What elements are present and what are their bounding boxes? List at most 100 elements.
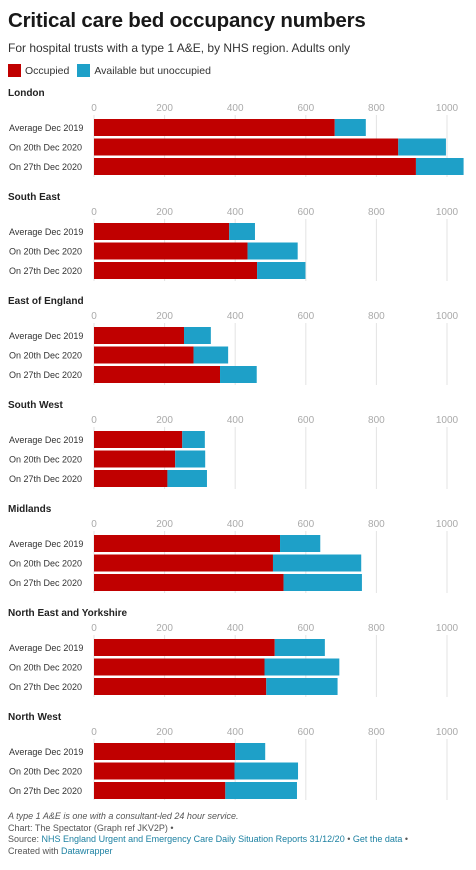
x-tick-label: 400 — [227, 727, 244, 738]
separator: • — [344, 834, 353, 844]
bar-occupied — [94, 639, 275, 656]
bar-unoccupied — [175, 450, 206, 468]
x-tick-label: 800 — [368, 727, 385, 738]
source-prefix: Source: — [8, 834, 42, 844]
chart-credit: Chart: The Spectator (Graph ref JKV2P) • — [8, 822, 174, 833]
x-tick-label: 600 — [297, 103, 314, 114]
bar-unoccupied — [184, 327, 211, 344]
trailing-bullet: • — [402, 834, 409, 844]
chart-footer: A type 1 A&E is one with a consultant-le… — [8, 811, 408, 857]
bar-occupied — [94, 678, 267, 695]
created-prefix: Created with — [8, 845, 62, 856]
panel-3: South West 0 200 400 600 800 1000 Average Dec 2… — [8, 400, 459, 489]
bar-occupied — [94, 242, 248, 260]
bar-unoccupied — [247, 242, 298, 260]
x-tick-label: 200 — [156, 207, 173, 218]
panel-1: South East 0 200 400 600 800 1000 Average Dec 2… — [8, 192, 459, 281]
bar-unoccupied — [225, 782, 297, 799]
bar-unoccupied — [398, 138, 446, 156]
x-tick-label: 0 — [91, 727, 97, 738]
bar-occupied — [94, 762, 235, 780]
x-tick-label: 200 — [156, 623, 173, 634]
row-label: On 27th Dec 2020 — [9, 682, 82, 692]
x-tick-label: 400 — [227, 415, 244, 426]
row-label: On 27th Dec 2020 — [9, 162, 82, 172]
x-tick-label: 1000 — [436, 311, 459, 322]
bar-unoccupied — [334, 119, 366, 136]
row-label: On 27th Dec 2020 — [9, 786, 82, 796]
legend-label-unoccupied: Available but unoccupied — [94, 64, 211, 77]
bar-unoccupied — [257, 262, 306, 279]
x-tick-label: 200 — [156, 727, 173, 738]
chart-title: Critical care bed occupancy numbers — [8, 9, 366, 32]
panel-title: North East and Yorkshire — [8, 608, 128, 619]
source-link[interactable]: NHS England Urgent and Emergency Care Da… — [41, 834, 345, 844]
bar-occupied — [94, 346, 194, 364]
x-tick-label: 1000 — [436, 623, 459, 634]
x-tick-label: 200 — [156, 311, 173, 322]
bar-occupied — [94, 158, 416, 175]
footnote: A type 1 A&E is one with a consultant-le… — [8, 811, 239, 821]
row-label: On 27th Dec 2020 — [9, 370, 82, 380]
bar-occupied — [94, 554, 273, 572]
x-tick-label: 0 — [91, 311, 97, 322]
row-label: On 20th Dec 2020 — [9, 559, 82, 569]
x-tick-label: 1000 — [436, 519, 459, 530]
x-tick-label: 400 — [227, 519, 244, 530]
bar-occupied — [94, 574, 284, 591]
bar-unoccupied — [182, 431, 205, 448]
panel-title: Midlands — [8, 504, 52, 515]
x-tick-label: 600 — [297, 311, 314, 322]
panel-title: London — [8, 88, 45, 99]
x-tick-label: 800 — [368, 623, 385, 634]
row-label: Average Dec 2019 — [9, 123, 83, 133]
x-tick-label: 0 — [91, 519, 97, 530]
bar-unoccupied — [415, 158, 464, 175]
bar-unoccupied — [266, 678, 338, 695]
x-tick-label: 0 — [91, 103, 97, 114]
bar-occupied — [94, 658, 265, 676]
x-tick-label: 0 — [91, 623, 97, 634]
chart-svg: London 0 200 400 600 800 1000 Average Dec 2019 O… — [8, 88, 464, 800]
row-label: Average Dec 2019 — [9, 227, 83, 237]
x-tick-label: 400 — [227, 207, 244, 218]
panel-title: South West — [8, 400, 63, 411]
row-label: On 20th Dec 2020 — [9, 143, 82, 153]
bar-unoccupied — [229, 223, 255, 240]
x-tick-label: 1000 — [436, 727, 459, 738]
bar-unoccupied — [274, 639, 325, 656]
row-label: On 20th Dec 2020 — [9, 351, 82, 361]
x-tick-label: 400 — [227, 623, 244, 634]
panel-title: North West — [8, 712, 62, 723]
datawrapper-link[interactable]: Datawrapper — [61, 845, 113, 856]
legend-item-occupied: Occupied — [8, 64, 69, 77]
bar-occupied — [94, 743, 236, 760]
row-label: On 27th Dec 2020 — [9, 474, 82, 484]
x-tick-label: 400 — [227, 311, 244, 322]
row-label: Average Dec 2019 — [9, 643, 83, 653]
get-the-data-link[interactable]: Get the data — [352, 834, 403, 844]
x-tick-label: 800 — [368, 103, 385, 114]
panel-5: North East and Yorkshire 0 200 400 600 800 100… — [8, 608, 459, 697]
panel-0: London 0 200 400 600 800 1000 Average Dec 2019 O… — [8, 88, 464, 177]
bar-unoccupied — [272, 554, 362, 572]
row-label: Average Dec 2019 — [9, 747, 83, 757]
x-tick-label: 800 — [368, 207, 385, 218]
panel-title: South East — [8, 192, 61, 203]
legend-swatch-occupied — [8, 64, 21, 77]
legend-item-unoccupied: Available but unoccupied — [77, 64, 211, 77]
bar-occupied — [94, 327, 185, 344]
bar-occupied — [94, 366, 221, 383]
row-label: On 27th Dec 2020 — [9, 266, 82, 276]
row-label: On 27th Dec 2020 — [9, 578, 82, 588]
bar-unoccupied — [220, 366, 257, 383]
panel-6: North West 0 200 400 600 800 1000 Average Dec 2… — [8, 712, 459, 800]
row-label: Average Dec 2019 — [9, 435, 83, 445]
legend-swatch-unoccupied — [77, 64, 91, 77]
row-label: On 20th Dec 2020 — [9, 247, 82, 257]
bar-occupied — [94, 782, 226, 799]
bar-occupied — [94, 119, 335, 136]
x-tick-label: 0 — [91, 415, 97, 426]
x-tick-label: 800 — [368, 415, 385, 426]
